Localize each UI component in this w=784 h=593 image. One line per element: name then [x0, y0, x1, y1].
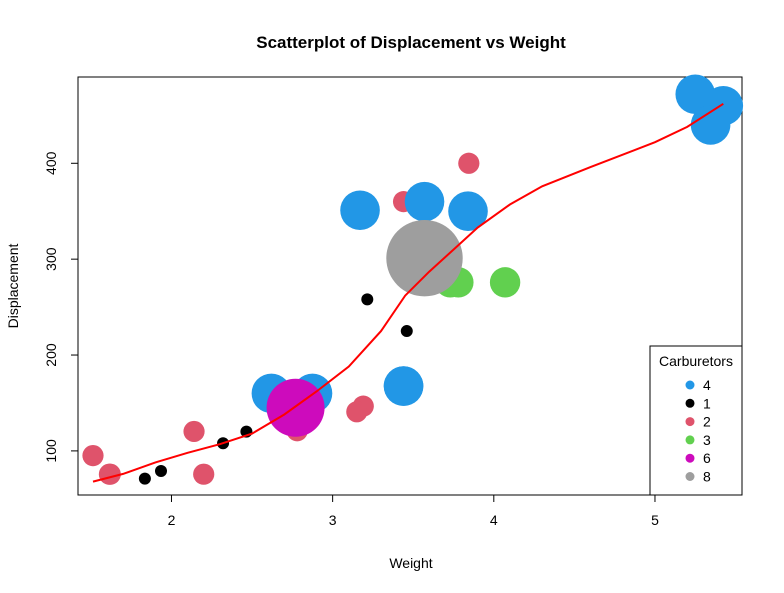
- point-carb-2-8: [183, 420, 205, 443]
- legend: Carburetors 4 1 2 3 6 8: [649, 345, 743, 496]
- point-carb-1-1: [361, 293, 374, 306]
- legend-label-8: 8: [703, 469, 711, 485]
- trend-line: [92, 102, 724, 483]
- x-tick-label-4: 4: [490, 512, 498, 528]
- point-carb-1-6: [155, 465, 167, 478]
- point-carb-1-4: [138, 472, 151, 485]
- point-carb-4-9: [340, 190, 380, 231]
- x-axis: 2 3 4 5: [168, 494, 659, 528]
- point-carb-2-5: [458, 152, 480, 174]
- point-carb-6-0: [266, 378, 325, 437]
- legend-label-6: 6: [703, 450, 711, 466]
- chart-title: Scatterplot of Displacement vs Weight: [256, 33, 566, 52]
- legend-label-4: 4: [703, 377, 711, 393]
- legend-label-3: 3: [703, 432, 711, 448]
- point-carb-2-6: [193, 463, 215, 485]
- x-tick-label-2: 2: [168, 512, 176, 528]
- data-points: [82, 74, 744, 485]
- legend-marker-1: [685, 398, 695, 408]
- x-tick-label-5: 5: [651, 512, 659, 528]
- y-tick-label-100: 100: [43, 439, 59, 463]
- point-carb-4-7: [690, 105, 731, 145]
- point-carb-4-8: [448, 191, 488, 232]
- point-carb-3-0: [489, 267, 521, 298]
- legend-marker-6: [685, 453, 695, 463]
- y-tick-label-400: 400: [43, 151, 59, 175]
- legend-marker-3: [685, 435, 695, 445]
- legend-label-1: 1: [703, 395, 711, 411]
- legend-marker-8: [685, 472, 695, 481]
- point-carb-4-2: [404, 181, 445, 222]
- y-axis-label: Displacement: [5, 243, 21, 328]
- point-carb-4-4: [383, 366, 424, 406]
- x-axis-label: Weight: [389, 555, 432, 571]
- legend-label-2: 2: [703, 414, 711, 430]
- y-tick-label-200: 200: [43, 343, 59, 367]
- legend-marker-2: [685, 417, 695, 427]
- x-tick-label-3: 3: [329, 512, 337, 528]
- legend-box: [649, 345, 743, 496]
- point-carb-2-11: [99, 463, 121, 485]
- legend-title: Carburetors: [659, 353, 733, 369]
- legend-marker-4: [685, 380, 695, 390]
- point-carb-1-2: [400, 325, 413, 338]
- point-carb-8-0: [386, 219, 463, 297]
- y-tick-label-300: 300: [43, 247, 59, 271]
- point-carb-2-9: [82, 444, 104, 467]
- y-axis: 100 200 300 400: [43, 151, 79, 463]
- point-carb-2-2: [346, 401, 368, 423]
